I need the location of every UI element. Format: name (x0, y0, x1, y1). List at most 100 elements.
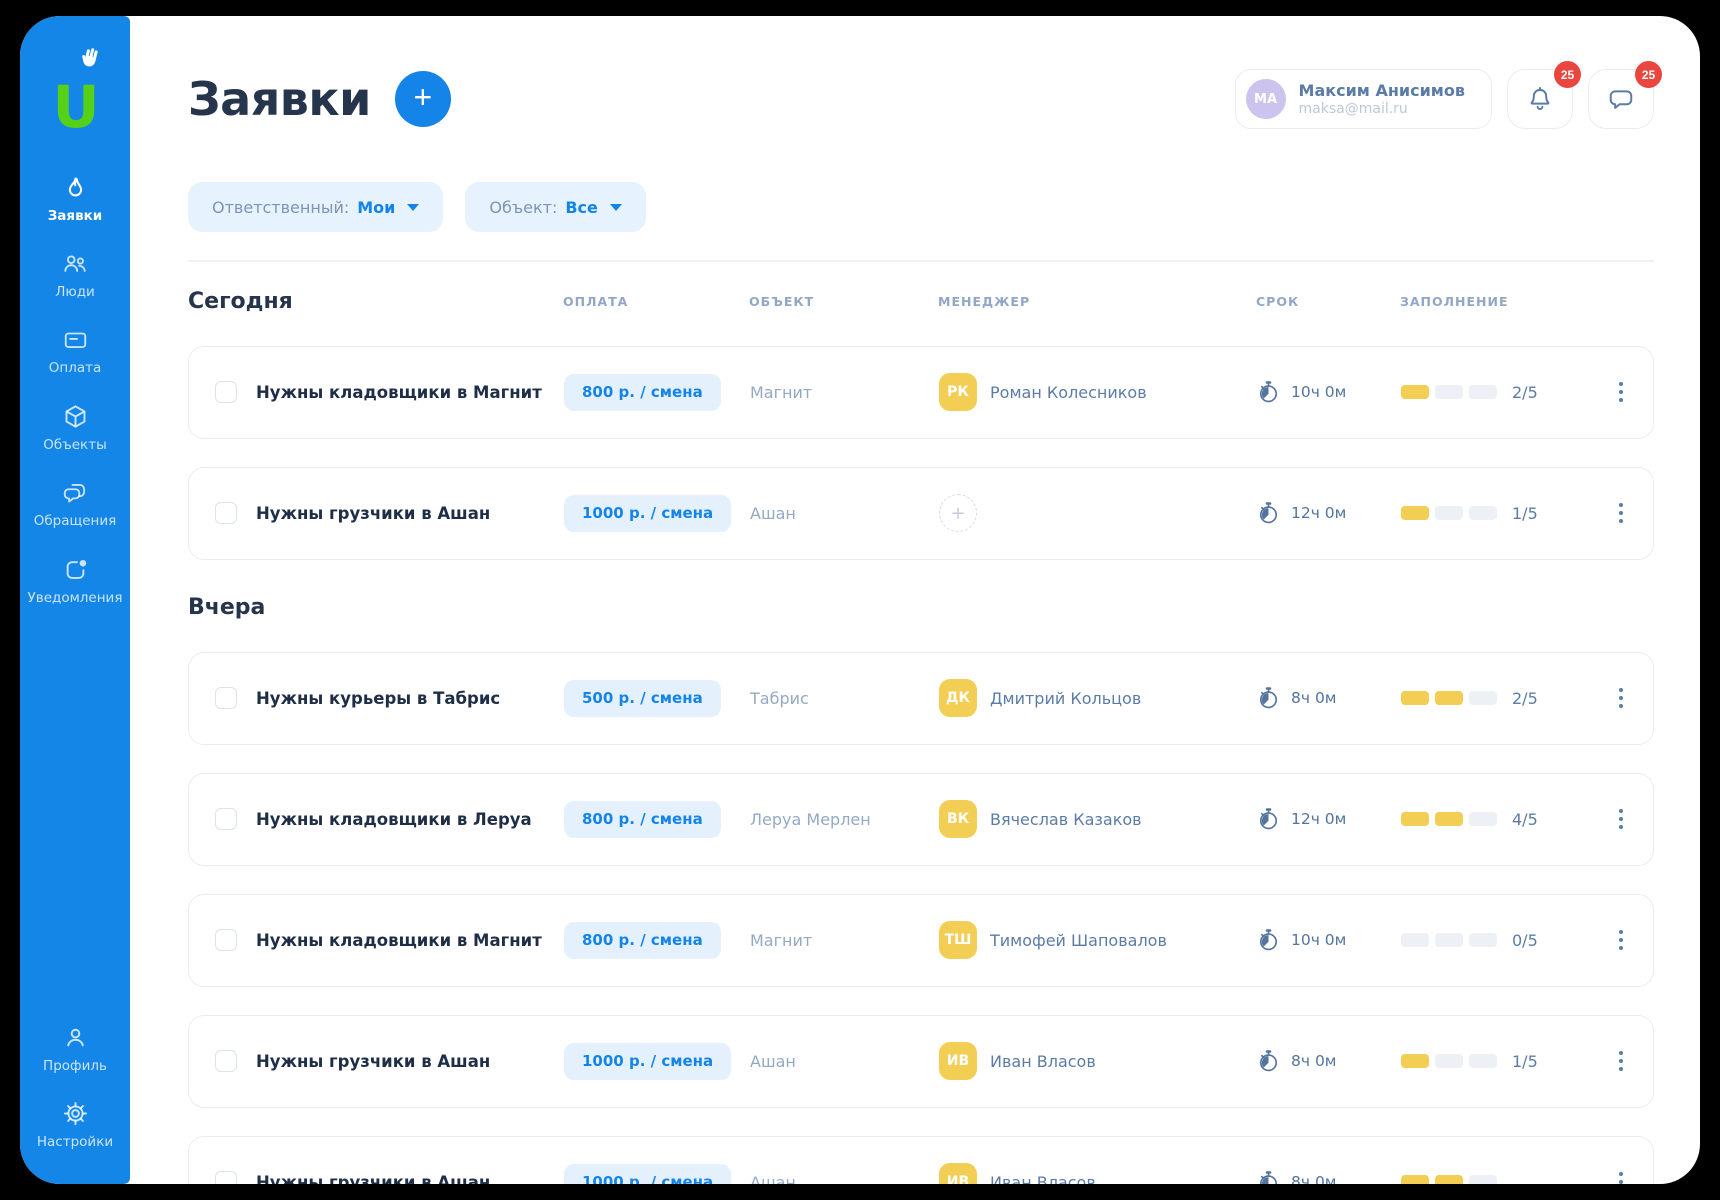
sidebar-item-objects[interactable]: Объекты (20, 403, 130, 453)
manager-name: Тимофей Шаповалов (990, 930, 1167, 950)
sidebar-item-label: Уведомления (27, 590, 123, 606)
term-cell: 8ч 0м (1257, 1170, 1401, 1184)
request-row[interactable]: Нужны грузчики в Ашан 1000 р. / смена Аш… (188, 1135, 1654, 1185)
column-header-term: СРОК (1256, 294, 1300, 309)
fill-cell: 2/5 (1401, 689, 1585, 708)
fill-cell (1401, 1175, 1585, 1184)
fill-label: 0/5 (1512, 930, 1538, 950)
request-row[interactable]: Нужны кладовщики в Магнит 800 р. / смена… (188, 345, 1654, 439)
term-cell: 8ч 0м (1257, 686, 1401, 711)
fill-segment (1435, 1054, 1463, 1068)
sidebar-item-label: Профиль (43, 1058, 107, 1074)
duration-text: 8ч 0м (1291, 1173, 1337, 1184)
fill-segment (1435, 506, 1463, 520)
fill-segment (1469, 933, 1497, 947)
fill-segment (1401, 506, 1429, 520)
row-checkbox[interactable] (215, 1171, 237, 1184)
filter-responsible[interactable]: Ответственный: Мои (188, 182, 444, 232)
chevron-down-icon (407, 203, 420, 211)
object-name: Ашан (750, 1051, 796, 1071)
row-menu-button[interactable] (1609, 374, 1634, 411)
sidebar-item-appeals[interactable]: Обращения (20, 480, 130, 529)
duration-text: 12ч 0м (1291, 810, 1347, 828)
section-rows: Нужны кладовщики в Магнит 800 р. / смена… (188, 345, 1654, 560)
filters-bar: Ответственный: Мои Объект: Все (188, 182, 1654, 232)
request-row[interactable]: Нужны грузчики в Ашан 1000 р. / смена Аш… (188, 466, 1654, 560)
divider (188, 260, 1654, 262)
row-checkbox[interactable] (215, 808, 237, 830)
filter-object[interactable]: Объект: Все (465, 182, 646, 232)
manager-cell: ИВ Иван Власов (939, 1163, 1257, 1184)
fill-segment (1401, 385, 1429, 399)
fill-segment (1469, 812, 1497, 826)
sidebar-item-label: Люди (55, 284, 95, 300)
row-checkbox[interactable] (215, 502, 237, 524)
fill-label: 1/5 (1512, 503, 1538, 523)
people-icon (61, 251, 89, 277)
object-name: Ашан (750, 503, 796, 523)
notifications-button[interactable]: 25 (1507, 61, 1581, 129)
topbar-right: МА Максим Анисимов maksa@mail.ru 25 (1234, 61, 1662, 129)
manager-cell: РК Роман Колесников (939, 373, 1257, 411)
fill-cell: 0/5 (1401, 931, 1585, 950)
notification-icon (62, 556, 89, 583)
sidebar-item-requests[interactable]: Заявки (20, 174, 130, 224)
filter-value: Все (565, 197, 598, 217)
row-checkbox[interactable] (215, 929, 237, 951)
row-menu-button[interactable] (1609, 1164, 1634, 1184)
section-rows: Нужны курьеры в Табрис 500 р. / смена Та… (188, 651, 1654, 1185)
sidebar-item-profile[interactable]: Профиль (20, 1024, 130, 1074)
fill-segment (1435, 933, 1463, 947)
section-title: Вчера (188, 595, 266, 620)
request-row[interactable]: Нужны кладовщики в Леруа 800 р. / смена … (188, 772, 1654, 866)
request-row[interactable]: Нужны грузчики в Ашан 1000 р. / смена Аш… (188, 1014, 1654, 1108)
request-row[interactable]: Нужны кладовщики в Магнит 800 р. / смена… (188, 893, 1654, 987)
object-name: Магнит (750, 382, 813, 402)
add-request-button[interactable]: + (394, 71, 451, 127)
row-menu-button[interactable] (1609, 1043, 1634, 1080)
fill-segment (1401, 933, 1429, 947)
section-header: Сегодня ОПЛАТА ОБЪЕКТ МЕНЕДЖЕР СРОК ЗАПО… (188, 284, 1654, 320)
row-checkbox[interactable] (215, 687, 237, 709)
add-manager-button[interactable]: + (939, 494, 977, 532)
bell-icon (1526, 85, 1554, 113)
object-name: Табрис (750, 688, 809, 708)
row-menu-button[interactable] (1609, 801, 1634, 838)
section-header: Вчера (188, 590, 1654, 626)
manager-avatar: ВК (939, 800, 977, 838)
duration-text: 10ч 0м (1291, 383, 1347, 401)
stopwatch-icon (1257, 501, 1280, 526)
fill-cell: 1/5 (1401, 504, 1585, 523)
object-name: Ашан (750, 1172, 796, 1185)
term-cell: 10ч 0м (1257, 928, 1401, 953)
app-logo[interactable]: U (20, 44, 130, 136)
sidebar-item-payment[interactable]: Оплата (20, 327, 130, 376)
fill-segment (1401, 1054, 1429, 1068)
messages-button[interactable]: 25 (1588, 61, 1662, 129)
sidebar-item-label: Объекты (43, 437, 107, 453)
fill-label: 4/5 (1512, 809, 1538, 829)
payment-badge: 800 р. / смена (564, 921, 721, 959)
row-menu-button[interactable] (1609, 922, 1634, 959)
sidebar-item-notifications[interactable]: Уведомления (20, 556, 130, 606)
fill-label: 2/5 (1512, 688, 1538, 708)
payment-badge: 1000 р. / смена (564, 1163, 732, 1184)
user-card[interactable]: МА Максим Анисимов maksa@mail.ru (1234, 69, 1492, 129)
fill-segment (1469, 691, 1497, 705)
fill-segment (1401, 1175, 1429, 1184)
sidebar-item-settings[interactable]: Настройки (20, 1100, 130, 1150)
duration-text: 12ч 0м (1291, 504, 1347, 522)
row-menu-button[interactable] (1609, 495, 1634, 532)
fill-segment (1469, 506, 1497, 520)
object-name: Магнит (750, 930, 813, 950)
row-checkbox[interactable] (215, 1050, 237, 1072)
column-header-pay: ОПЛАТА (563, 294, 629, 309)
request-row[interactable]: Нужны курьеры в Табрис 500 р. / смена Та… (188, 651, 1654, 745)
sidebar-item-label: Оплата (48, 360, 102, 376)
cube-icon (62, 403, 89, 430)
sidebar-item-people[interactable]: Люди (20, 251, 130, 300)
duration-text: 8ч 0м (1291, 1052, 1337, 1070)
messages-badge: 25 (1635, 61, 1662, 88)
row-menu-button[interactable] (1609, 680, 1634, 717)
row-checkbox[interactable] (215, 381, 237, 403)
